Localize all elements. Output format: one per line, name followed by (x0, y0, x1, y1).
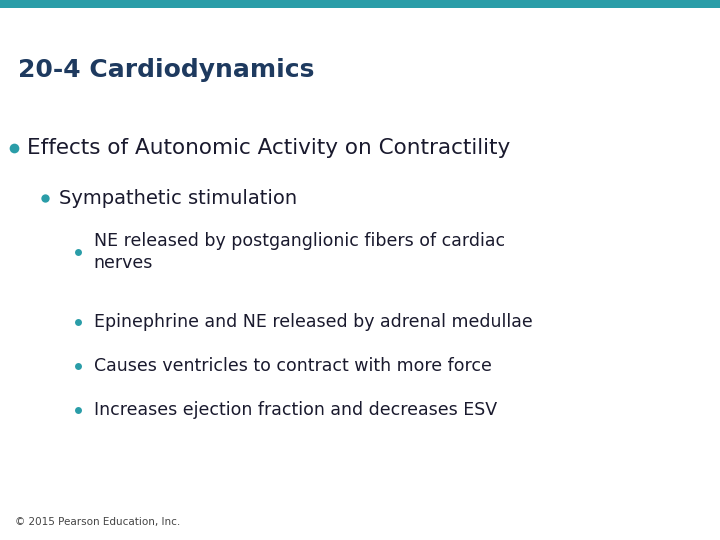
Text: NE released by postganglionic fibers of cardiac
nerves: NE released by postganglionic fibers of … (94, 232, 505, 273)
Text: Increases ejection fraction and decreases ESV: Increases ejection fraction and decrease… (94, 401, 497, 419)
Text: © 2015 Pearson Education, Inc.: © 2015 Pearson Education, Inc. (15, 517, 180, 527)
Text: Sympathetic stimulation: Sympathetic stimulation (59, 188, 297, 207)
Text: 20-4 Cardiodynamics: 20-4 Cardiodynamics (18, 58, 315, 82)
Bar (0, 0, 720, 8)
Text: Epinephrine and NE released by adrenal medullae: Epinephrine and NE released by adrenal m… (94, 313, 532, 331)
Text: Causes ventricles to contract with more force: Causes ventricles to contract with more … (94, 357, 492, 375)
Text: Effects of Autonomic Activity on Contractility: Effects of Autonomic Activity on Contrac… (27, 138, 510, 158)
